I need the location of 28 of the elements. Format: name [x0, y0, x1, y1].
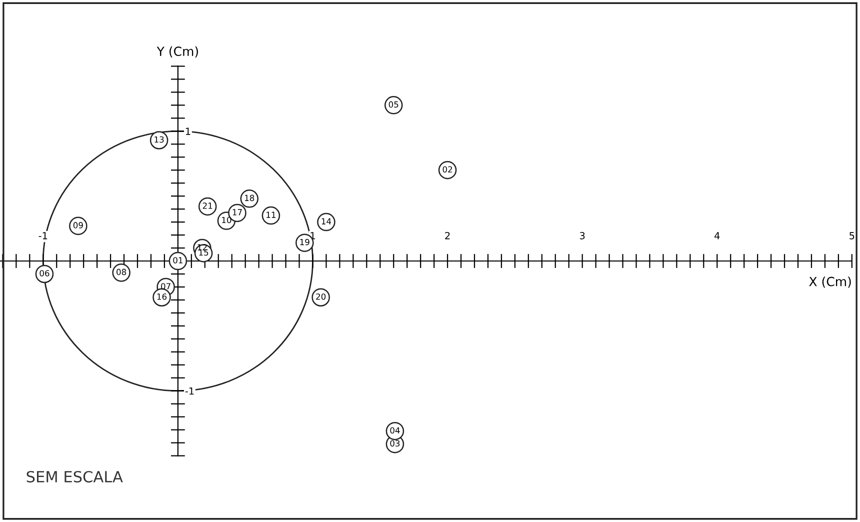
annotation: 03 — [390, 440, 400, 447]
annotation: 08 — [116, 268, 126, 276]
annotation: 17 — [232, 209, 242, 216]
annotation: 04 — [390, 427, 400, 434]
annotation: 11 — [266, 212, 276, 218]
annotation: 06 — [40, 270, 50, 276]
annotation: 18 — [244, 194, 254, 202]
annotation: 15 — [199, 249, 208, 256]
x-tick-label: 3 — [580, 232, 585, 240]
x-axis-title: X (Cm) — [809, 276, 851, 288]
annotation: 09 — [73, 222, 83, 228]
annotation: 14 — [322, 218, 332, 224]
x-tick-label: 4 — [714, 232, 720, 240]
annotation: 05 — [388, 101, 398, 108]
x-tick-label: 2 — [445, 232, 450, 240]
annotation: SEM ESCALA — [26, 470, 123, 482]
annotation: 02 — [442, 166, 452, 173]
annotation: 16 — [157, 293, 167, 300]
x-tick-label: -1 — [38, 232, 48, 240]
annotation: 21 — [202, 202, 212, 209]
y-axis-title: Y (Cm) — [156, 46, 198, 58]
annotation: 20 — [316, 293, 326, 300]
annotation: 10 — [222, 216, 232, 224]
annotation: 07 — [161, 283, 170, 290]
annotation: 01 — [173, 257, 182, 264]
x-tick-label: 5 — [850, 232, 854, 240]
annotation: 13 — [154, 136, 164, 143]
annotation: 19 — [300, 238, 310, 246]
